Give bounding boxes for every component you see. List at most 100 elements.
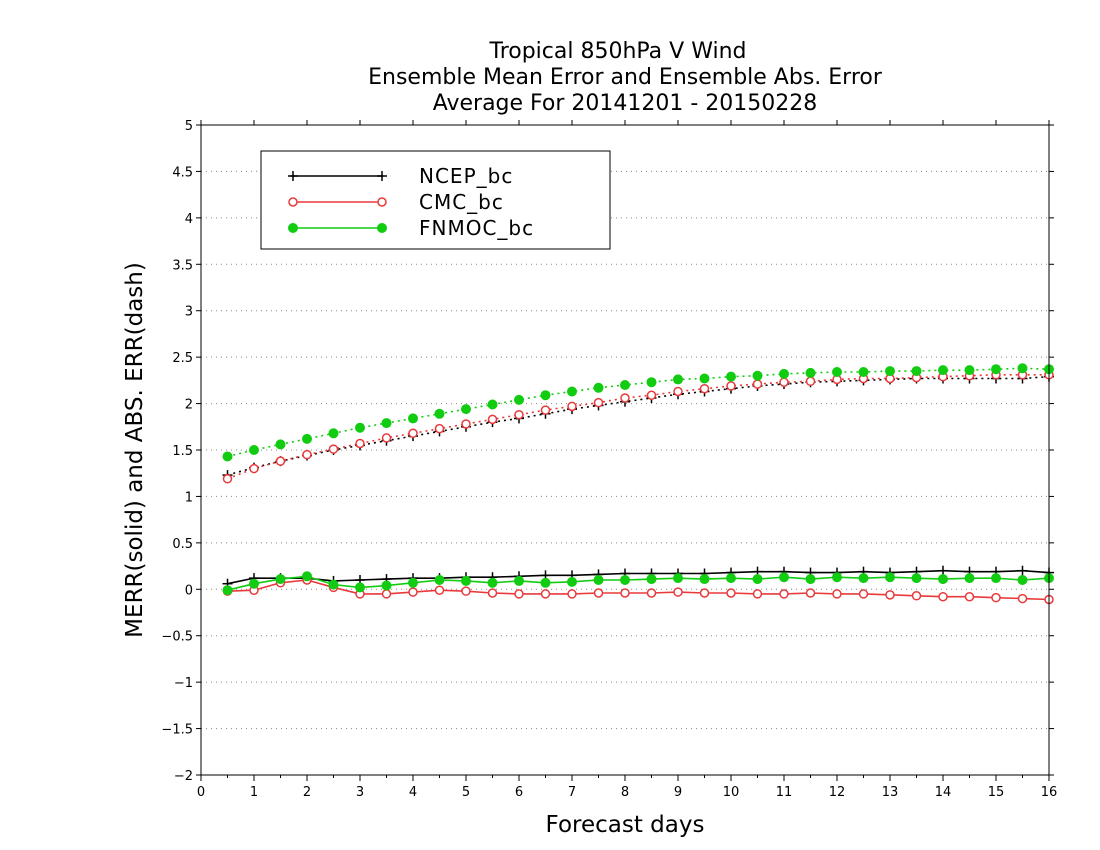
data-point-filled-circle (1017, 575, 1028, 585)
data-point-filled-circle (377, 223, 387, 233)
data-point-filled-circle (991, 364, 1001, 375)
series-layer (222, 363, 1054, 605)
data-point-filled-circle (832, 572, 842, 583)
x-tick-label: 3 (356, 785, 364, 800)
data-point-open-circle (381, 433, 392, 443)
legend-label: FNMOC_bc (419, 216, 534, 240)
data-point-open-circle (381, 589, 392, 599)
data-point-open-circle (567, 589, 577, 599)
data-point-filled-circle (249, 578, 259, 589)
series-cmc-bc-merr-line (227, 579, 1050, 601)
data-point-open-circle (328, 444, 339, 454)
data-point-filled-circle (355, 422, 365, 433)
data-point-open-circle (487, 588, 498, 598)
chart-title-line-2: Ensemble Mean Error and Ensemble Abs. Er… (368, 65, 883, 90)
y-tick-label: −1 (174, 676, 193, 691)
data-point-filled-circle (699, 373, 710, 384)
x-tick-label: 15 (988, 785, 1005, 800)
data-point-filled-circle (222, 585, 233, 596)
data-point-filled-circle (832, 367, 842, 377)
data-point-filled-circle (328, 428, 339, 439)
data-point-filled-circle (408, 413, 418, 424)
legend-label: CMC_bc (419, 190, 504, 214)
data-point-filled-circle (858, 573, 869, 584)
data-point-open-circle (593, 588, 604, 598)
data-point-open-circle (991, 592, 1001, 603)
series-ncep-bc (222, 371, 1054, 589)
data-point-open-circle (249, 463, 259, 474)
data-point-open-circle (858, 589, 869, 599)
x-tick-label: 10 (723, 785, 740, 800)
data-point-filled-circle (514, 394, 524, 405)
data-point-plus (288, 171, 298, 181)
legend-item-ncep-bc: NCEP_bc (288, 164, 513, 188)
data-point-filled-circle (381, 418, 392, 429)
data-point-filled-circle (302, 433, 312, 444)
legend-label: NCEP_bc (419, 164, 513, 188)
data-point-filled-circle (514, 575, 524, 586)
data-point-filled-circle (646, 377, 657, 388)
data-point-filled-circle (222, 451, 233, 462)
legend-box (260, 150, 611, 250)
data-point-open-circle (885, 590, 895, 600)
x-tick-label: 12 (829, 785, 846, 800)
x-tick-label: 14 (935, 785, 952, 800)
data-point-filled-circle (805, 367, 816, 378)
data-point-filled-circle (434, 575, 445, 585)
x-tick-label: 2 (303, 785, 311, 800)
data-point-open-circle (726, 381, 736, 391)
x-axis: 0 1 2 3 4 5 6 7 8 9 10 11 12 13 14 15 16 (197, 120, 1057, 800)
data-point-filled-circle (699, 574, 710, 585)
data-point-filled-circle (620, 575, 630, 585)
data-point-filled-circle (673, 573, 683, 584)
data-point-filled-circle (991, 573, 1001, 584)
series-ncep-bc-merr-line (227, 569, 1050, 585)
data-point-open-circle (752, 589, 763, 599)
data-point-filled-circle (487, 577, 498, 588)
data-point-open-circle (288, 197, 298, 207)
data-point-open-circle (964, 591, 975, 602)
data-point-filled-circle (461, 404, 471, 415)
data-point-open-circle (726, 588, 736, 598)
y-tick-label: −0.5 (161, 630, 193, 645)
data-point-filled-circle (593, 575, 604, 585)
data-point-open-circle (805, 588, 816, 598)
series-cmc-bc-abs-err-line (227, 373, 1049, 480)
data-point-filled-circle (885, 366, 895, 377)
data-point-open-circle (514, 409, 524, 420)
data-point-filled-circle (487, 399, 498, 410)
data-point-filled-circle (858, 367, 869, 377)
x-tick-label: 4 (409, 785, 417, 800)
y-axis: −2 −1.5 −1 −0.5 0 0.5 1 1.5 2 2.5 3 3.5 4 4.5 5 (161, 119, 1054, 784)
data-point-filled-circle (593, 382, 604, 393)
data-point-filled-circle (249, 445, 259, 455)
data-point-filled-circle (434, 408, 445, 419)
x-tick-label: 1 (250, 785, 258, 800)
data-point-filled-circle (540, 390, 551, 401)
data-point-filled-circle (567, 386, 577, 397)
data-point-open-circle (779, 589, 789, 599)
data-point-open-circle (434, 423, 445, 434)
data-point-open-circle (620, 393, 630, 403)
x-tick-label: 0 (197, 785, 205, 800)
data-point-filled-circle (752, 370, 763, 381)
series-ncep-bc-abs-err-line (227, 375, 1050, 476)
data-point-filled-circle (911, 366, 922, 377)
y-tick-label: 0.5 (172, 537, 193, 552)
series-cmc-bc (222, 370, 1054, 605)
data-point-filled-circle (805, 574, 816, 585)
data-point-open-circle (434, 585, 445, 595)
x-tick-label: 11 (776, 785, 793, 800)
data-point-open-circle (673, 386, 683, 397)
data-point-open-circle (540, 589, 551, 599)
chart-title-line-1: Tropical 850hPa V Wind (488, 39, 746, 64)
data-point-filled-circle (275, 574, 286, 585)
y-tick-label: 4 (185, 212, 193, 227)
data-point-open-circle (620, 588, 630, 598)
y-tick-label: 3.5 (172, 258, 193, 273)
x-axis-label: Forecast days (546, 812, 705, 838)
data-point-open-circle (408, 587, 418, 597)
data-point-open-circle (567, 401, 577, 412)
data-point-filled-circle (964, 573, 975, 584)
